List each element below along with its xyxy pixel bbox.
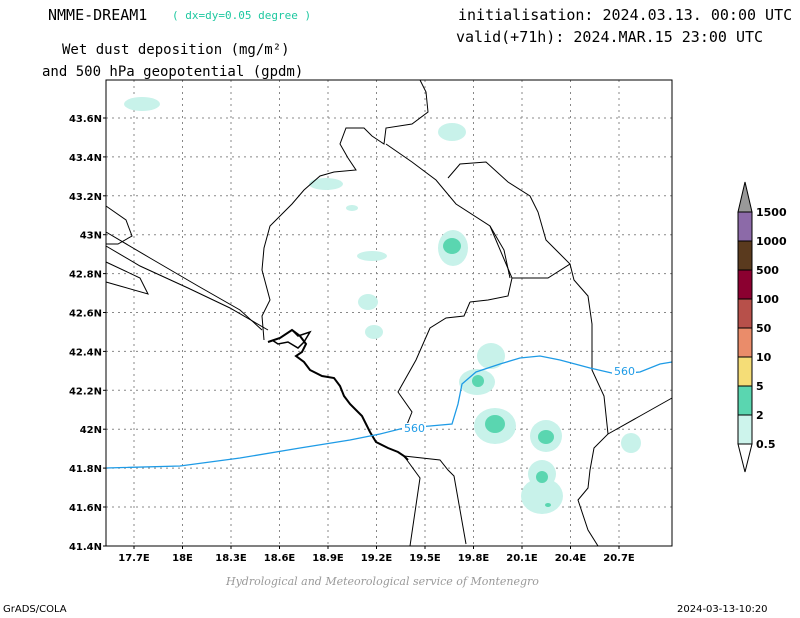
dust-core (536, 471, 548, 483)
credit-text: Hydrological and Meteorological service … (226, 575, 539, 588)
colorbar-top-arrow (737, 181, 753, 213)
colorbar-segment (737, 211, 753, 242)
lat-tick-labels: 43.6N 43.4N 43.2N 43N 42.8N 42.6N 42.4N 42.2N 42… (69, 114, 106, 553)
init-time: initialisation: 2024.03.13. 00:00 UTC (458, 6, 793, 24)
lon-label: 20.4E (555, 553, 587, 564)
lon-label: 18.9E (312, 553, 344, 564)
colorbar-label: 10 (756, 351, 772, 364)
dust-patch (358, 294, 378, 310)
dust-patch (521, 478, 563, 514)
lon-label: 19.5E (409, 553, 441, 564)
colorbar-label: 1500 (756, 206, 787, 219)
grads-label: GrADS/COLA (3, 604, 67, 615)
dust-patch (477, 343, 505, 369)
border-line (403, 455, 421, 547)
colorbar-segment (737, 298, 753, 329)
title-line-2: and 500 hPa geopotential (gpdm) (42, 64, 304, 80)
lon-label: 17.7E (118, 553, 150, 564)
border-line (489, 225, 511, 279)
geopotential-contour (105, 355, 673, 469)
dust-patch (438, 123, 466, 141)
valid-time: valid(+71h): 2024.MAR.15 23:00 UTC (456, 28, 764, 46)
colorbar-segment (737, 269, 753, 300)
country-borders (105, 79, 673, 547)
colorbar-segment (737, 356, 753, 387)
lon-label: 20.7E (603, 553, 635, 564)
title-line-1: Wet dust deposition (mg/m²) (62, 42, 290, 58)
border-line (261, 79, 429, 341)
dust-patch (621, 433, 641, 453)
lat-label: 42.2N (69, 386, 102, 397)
timestamp-label: 2024-03-13-10:20 (677, 604, 768, 615)
lat-label: 41.8N (69, 464, 102, 475)
colorbar-label: 0.5 (756, 438, 776, 451)
lat-label: 43.6N (69, 114, 102, 125)
colorbar-label: 5 (756, 380, 764, 393)
lat-label: 42N (80, 425, 102, 436)
contour-label: 560 (404, 422, 425, 435)
colorbar-segment (737, 240, 753, 271)
lon-label: 18.6E (264, 553, 296, 564)
dust-core (485, 415, 505, 433)
dust-patch (357, 251, 387, 261)
model-name: NMME-DREAM1 (48, 6, 148, 24)
dust-patch (309, 178, 343, 190)
lat-label: 42.4N (69, 347, 102, 358)
dust-core (538, 430, 554, 444)
border-line (607, 397, 673, 435)
grid-lines (106, 80, 672, 546)
lon-label: 19.2E (361, 553, 393, 564)
lat-label: 41.6N (69, 503, 102, 514)
lon-label: 19.8E (458, 553, 490, 564)
dust-core (472, 375, 484, 387)
lon-tick-labels: 17.7E 18E 18.3E 18.6E 18.9E 19.2E 19.5E 19.8E 20… (118, 546, 635, 564)
border-line (105, 205, 133, 245)
border-line (105, 231, 263, 331)
colorbar-label: 2 (756, 409, 764, 422)
colorbar-segment (737, 414, 753, 445)
lon-label: 20.1E (506, 553, 538, 564)
map-area: 560 560 (105, 79, 673, 547)
dust-core (443, 238, 461, 254)
border-line (403, 455, 467, 545)
contour-label: 560 (614, 365, 635, 378)
dust-core (545, 503, 551, 507)
colorbar-bottom-arrow (737, 443, 753, 473)
lat-label: 42.8N (69, 270, 102, 281)
dust-patch (124, 97, 160, 111)
lat-label: 43N (80, 231, 102, 242)
dust-patches (124, 97, 641, 514)
colorbar-label: 1000 (756, 235, 787, 248)
bay-outline (271, 329, 312, 349)
colorbar-segment (737, 327, 753, 358)
lon-label: 18.3E (215, 553, 247, 564)
border-line (105, 245, 269, 331)
colorbar-label: 50 (756, 322, 772, 335)
lat-label: 43.2N (69, 192, 102, 203)
colorbar-segment (737, 385, 753, 416)
lat-label: 42.6N (69, 309, 102, 320)
border-line (397, 301, 471, 433)
lat-label: 41.4N (69, 542, 102, 553)
dust-patch (346, 205, 358, 211)
border-line (105, 261, 149, 295)
colorbar: 1500 1000 500 100 50 10 5 2 0.5 (737, 181, 787, 473)
colorbar-label: 500 (756, 264, 779, 277)
dust-patch (365, 325, 383, 339)
border-line (469, 277, 513, 303)
colorbar-label: 100 (756, 293, 779, 306)
lon-label: 18E (172, 553, 193, 564)
resolution-note: ( dx=dy=0.05 degree ) (172, 9, 312, 22)
lat-label: 43.4N (69, 153, 102, 164)
